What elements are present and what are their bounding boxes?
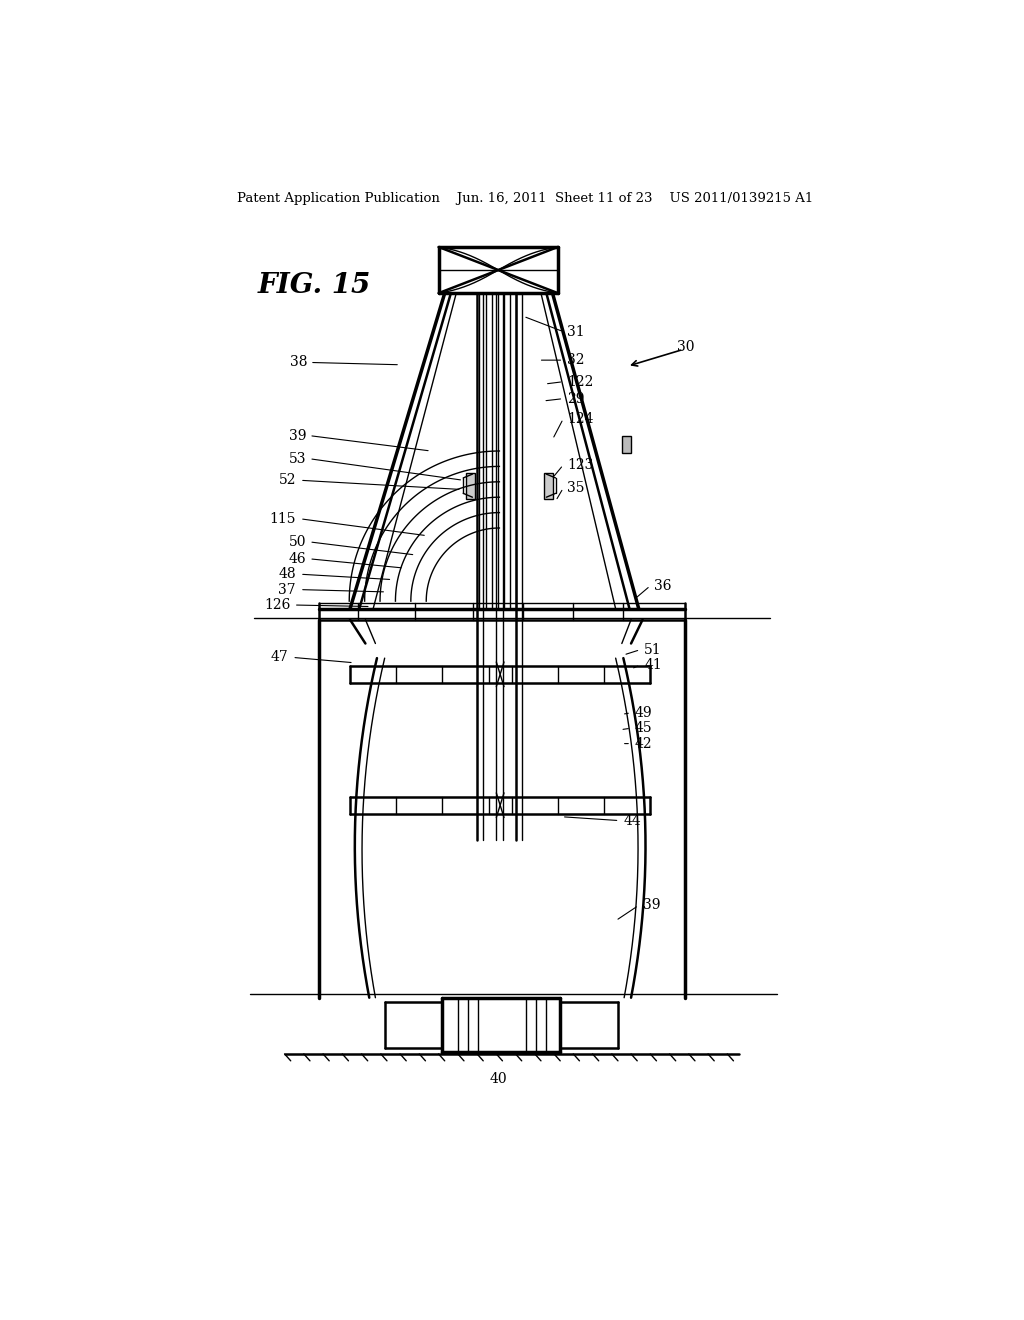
Text: 36: 36 (654, 578, 672, 593)
Text: 31: 31 (567, 325, 585, 339)
Bar (466, 473, 475, 499)
Text: 38: 38 (290, 355, 307, 370)
Text: 32: 32 (567, 354, 585, 367)
Text: 48: 48 (279, 568, 296, 581)
Text: 47: 47 (270, 651, 289, 664)
Text: 39: 39 (289, 429, 306, 442)
Text: 49: 49 (635, 706, 652, 719)
Text: 29: 29 (567, 392, 585, 405)
Text: 45: 45 (635, 721, 652, 735)
Text: 40: 40 (489, 1072, 508, 1085)
Text: 52: 52 (279, 474, 296, 487)
Text: 51: 51 (644, 643, 662, 656)
Text: 115: 115 (269, 512, 296, 525)
Text: 37: 37 (279, 582, 296, 597)
Text: 46: 46 (289, 552, 306, 566)
Text: 50: 50 (289, 535, 306, 549)
Text: 124: 124 (567, 412, 594, 425)
Text: 30: 30 (677, 341, 694, 354)
Bar (544, 473, 553, 499)
Text: 53: 53 (289, 451, 306, 466)
Text: 123: 123 (567, 458, 594, 471)
Text: FIG. 15: FIG. 15 (258, 272, 371, 298)
Text: Patent Application Publication    Jun. 16, 2011  Sheet 11 of 23    US 2011/01392: Patent Application Publication Jun. 16, … (237, 191, 813, 205)
Text: 39: 39 (643, 899, 660, 912)
Text: 35: 35 (567, 480, 585, 495)
Text: 44: 44 (624, 813, 641, 828)
Text: 41: 41 (644, 659, 662, 672)
Text: 122: 122 (567, 375, 594, 388)
Text: 42: 42 (635, 737, 652, 751)
Text: 126: 126 (264, 598, 291, 612)
Bar (622, 436, 631, 453)
